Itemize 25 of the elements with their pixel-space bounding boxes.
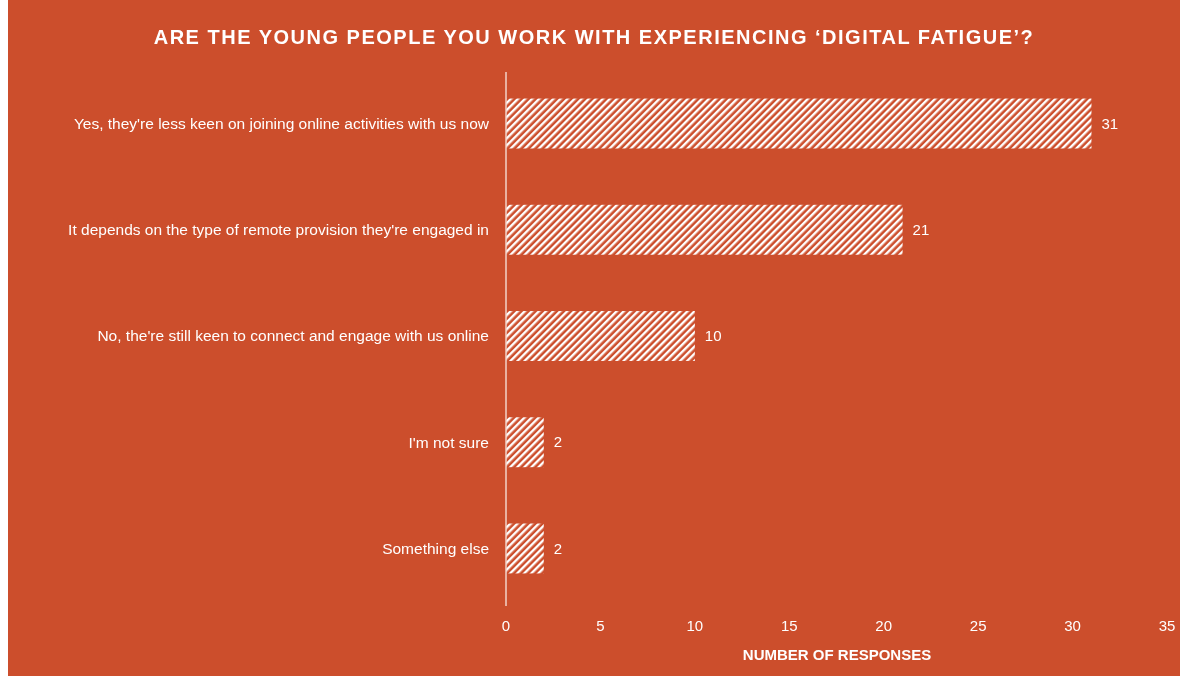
data-label: 2 bbox=[553, 433, 563, 451]
bar bbox=[506, 98, 1092, 149]
x-tick-label: 10 bbox=[686, 617, 704, 634]
x-tick-label: 0 bbox=[501, 617, 511, 634]
x-tick-label: 15 bbox=[780, 617, 798, 634]
x-tick-label: 35 bbox=[1158, 617, 1176, 634]
bar bbox=[506, 204, 903, 255]
x-tick-label: 20 bbox=[875, 617, 893, 634]
y-tick-label: Yes, they're less keen on joining online activities with us now bbox=[73, 114, 490, 132]
y-tick-label: Something else bbox=[382, 539, 489, 557]
data-label: 31 bbox=[1101, 114, 1119, 132]
data-label: 21 bbox=[912, 221, 930, 239]
bar bbox=[506, 417, 544, 468]
bar bbox=[506, 523, 544, 574]
y-tick-label: No, the're still keen to connect and engage with us online bbox=[97, 327, 489, 345]
x-tick-label: 5 bbox=[596, 617, 605, 634]
data-label: 2 bbox=[553, 539, 563, 557]
x-tick-label: 25 bbox=[969, 617, 987, 634]
data-label: 10 bbox=[704, 327, 722, 345]
chart-title: ARE THE YOUNG PEOPLE YOU WORK WITH EXPERIENCING ‘DIGITAL FATIGUE’? bbox=[153, 26, 1035, 48]
bar bbox=[506, 311, 695, 361]
x-axis-title: NUMBER OF RESPONSES bbox=[742, 646, 932, 663]
x-tick-label: 30 bbox=[1064, 617, 1081, 634]
y-tick-label: It depends on the type of remote provision they're engaged in bbox=[68, 221, 489, 239]
y-tick-label: I'm not sure bbox=[408, 433, 489, 451]
